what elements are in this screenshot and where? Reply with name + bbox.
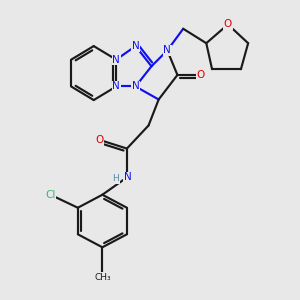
Text: O: O [224, 20, 232, 29]
Text: N: N [112, 55, 120, 64]
Text: N: N [112, 82, 120, 92]
Text: N: N [124, 172, 131, 182]
Text: O: O [95, 135, 104, 145]
Text: N: N [164, 45, 171, 56]
Text: Cl: Cl [45, 190, 56, 200]
Text: O: O [196, 70, 205, 80]
Text: N: N [132, 41, 140, 51]
Text: N: N [132, 82, 140, 92]
Text: H: H [112, 174, 119, 183]
Text: CH₃: CH₃ [94, 272, 111, 281]
